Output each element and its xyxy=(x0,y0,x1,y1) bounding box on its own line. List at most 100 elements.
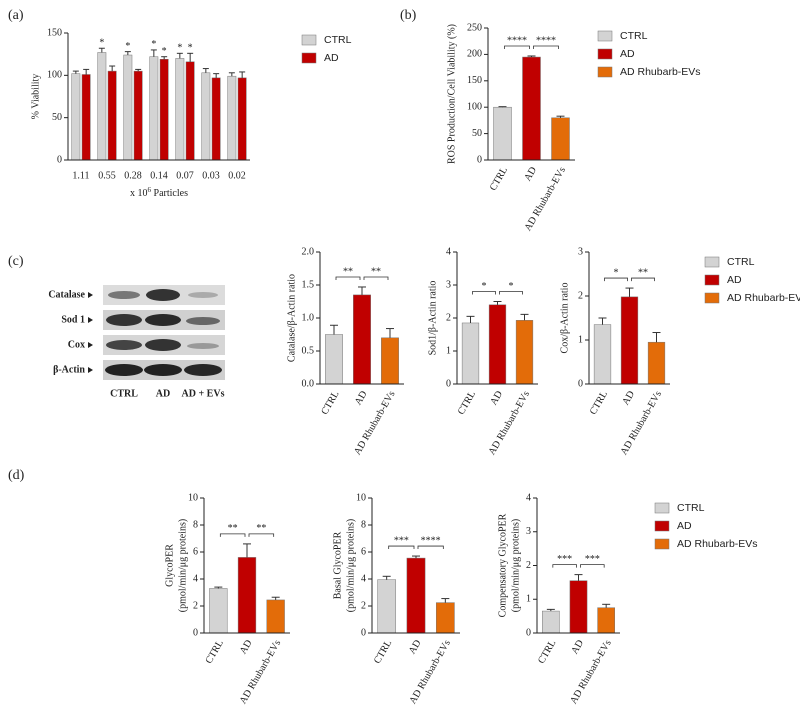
y-tick-label: 0 xyxy=(57,154,62,165)
band-label: Cox xyxy=(68,339,85,350)
significance-label: *** xyxy=(585,554,600,565)
y-tick-label: 4 xyxy=(193,573,198,584)
significance-bracket xyxy=(533,45,559,49)
x-tick-label: 0.02 xyxy=(228,170,246,181)
bar xyxy=(325,334,343,385)
significance-label: *** xyxy=(394,535,409,546)
bar xyxy=(133,70,143,161)
legend-label: AD xyxy=(677,520,692,532)
bar xyxy=(227,75,237,161)
y-tick-label: 2.0 xyxy=(302,246,315,257)
y-tick-label: 0 xyxy=(361,627,366,638)
legend-swatch xyxy=(597,66,613,78)
blot-band xyxy=(106,314,142,326)
bar xyxy=(237,77,247,161)
band-label: β-Actin xyxy=(53,364,85,375)
legend-swatch xyxy=(654,502,670,514)
lane-label: AD xyxy=(156,388,170,399)
y-tick-label: 3 xyxy=(578,246,583,257)
significance-bracket xyxy=(580,564,605,568)
blot-band xyxy=(144,364,182,376)
y-tick-label: 10 xyxy=(356,492,366,503)
significance-bracket xyxy=(363,276,389,280)
bar xyxy=(353,294,371,385)
y-tick-label: 8 xyxy=(193,519,198,530)
significance-bracket xyxy=(631,277,655,282)
band-label: Sod 1 xyxy=(61,314,85,325)
bar xyxy=(201,72,211,161)
y-tick-label: 2 xyxy=(526,560,531,571)
panel-label: (d) xyxy=(8,468,25,483)
x-tick-label: CTRL xyxy=(588,389,610,417)
y-tick-label: 0 xyxy=(578,378,583,389)
bar xyxy=(493,106,512,161)
legend-label: AD Rhubarb-EVs xyxy=(620,66,701,78)
significance-star: * xyxy=(151,39,156,50)
x-axis-label-part: Particles xyxy=(151,188,188,199)
significance-bracket xyxy=(417,545,444,550)
y-tick-label: 0.0 xyxy=(302,378,315,389)
legend-swatch xyxy=(301,52,317,64)
significance-bracket xyxy=(248,533,275,537)
x-tick-label: 1.11 xyxy=(72,170,89,181)
legend-swatch xyxy=(654,520,670,532)
blot-band xyxy=(146,289,180,301)
y-tick-label: 100 xyxy=(47,70,62,81)
significance-label: *** xyxy=(557,554,572,565)
legend-swatch xyxy=(704,292,720,304)
significance-label: * xyxy=(482,281,487,292)
y-tick-label: 1.0 xyxy=(302,312,315,323)
bar xyxy=(81,74,91,161)
x-tick-label: 0.14 xyxy=(150,170,168,181)
bar xyxy=(211,77,221,161)
x-tick-label: AD xyxy=(488,389,505,407)
y-tick-label: 6 xyxy=(361,546,366,557)
y-tick-label: 4 xyxy=(446,246,451,257)
legend-swatch xyxy=(597,48,613,60)
legend-swatch xyxy=(654,538,670,550)
y-tick-label: 6 xyxy=(193,546,198,557)
significance-bracket xyxy=(472,291,496,295)
x-tick-label: CTRL xyxy=(536,638,558,666)
x-tick-label: 0.55 xyxy=(98,170,116,181)
bar xyxy=(593,324,612,385)
bar xyxy=(123,54,133,161)
y-tick-label: 1 xyxy=(578,334,583,345)
y-tick-label: 250 xyxy=(467,22,482,33)
significance-label: ** xyxy=(638,267,648,278)
y-axis-label: (pmol/min/μg proteins) xyxy=(177,519,188,612)
bar xyxy=(237,557,257,634)
x-tick-label: 0.07 xyxy=(176,170,194,181)
bar xyxy=(435,602,455,634)
y-tick-label: 0 xyxy=(446,378,451,389)
y-axis-label: Basal GlycoPER xyxy=(332,531,343,599)
y-tick-label: 8 xyxy=(361,519,366,530)
bar xyxy=(542,610,560,634)
blot-band xyxy=(108,291,140,299)
significance-label: ** xyxy=(228,523,238,534)
legend-label: AD Rhubarb-EVs xyxy=(677,538,758,550)
significance-star: * xyxy=(162,46,167,57)
y-tick-label: 10 xyxy=(188,492,198,503)
legend-label: CTRL xyxy=(620,30,648,42)
significance-label: * xyxy=(614,267,619,278)
bar xyxy=(381,337,399,385)
band-label: Catalase xyxy=(48,289,85,300)
significance-bracket xyxy=(604,277,628,282)
y-tick-label: 4 xyxy=(361,573,366,584)
x-axis-label-part: x 10 xyxy=(130,188,148,199)
y-tick-label: 50 xyxy=(472,128,482,139)
blot-band xyxy=(184,364,222,376)
bar xyxy=(377,579,397,634)
blot-band xyxy=(186,317,220,325)
significance-bracket xyxy=(499,291,523,295)
blot-band xyxy=(187,343,219,349)
legend-label: CTRL xyxy=(324,34,352,46)
y-axis-label: Catalase/β-Actin ratio xyxy=(286,274,297,362)
bar xyxy=(515,320,534,385)
bar xyxy=(175,58,185,161)
y-tick-label: 1.5 xyxy=(302,279,315,290)
y-axis-label: ROS Production/Cell Viability (%) xyxy=(446,24,457,164)
bar xyxy=(406,557,426,634)
significance-bracket xyxy=(219,533,246,537)
